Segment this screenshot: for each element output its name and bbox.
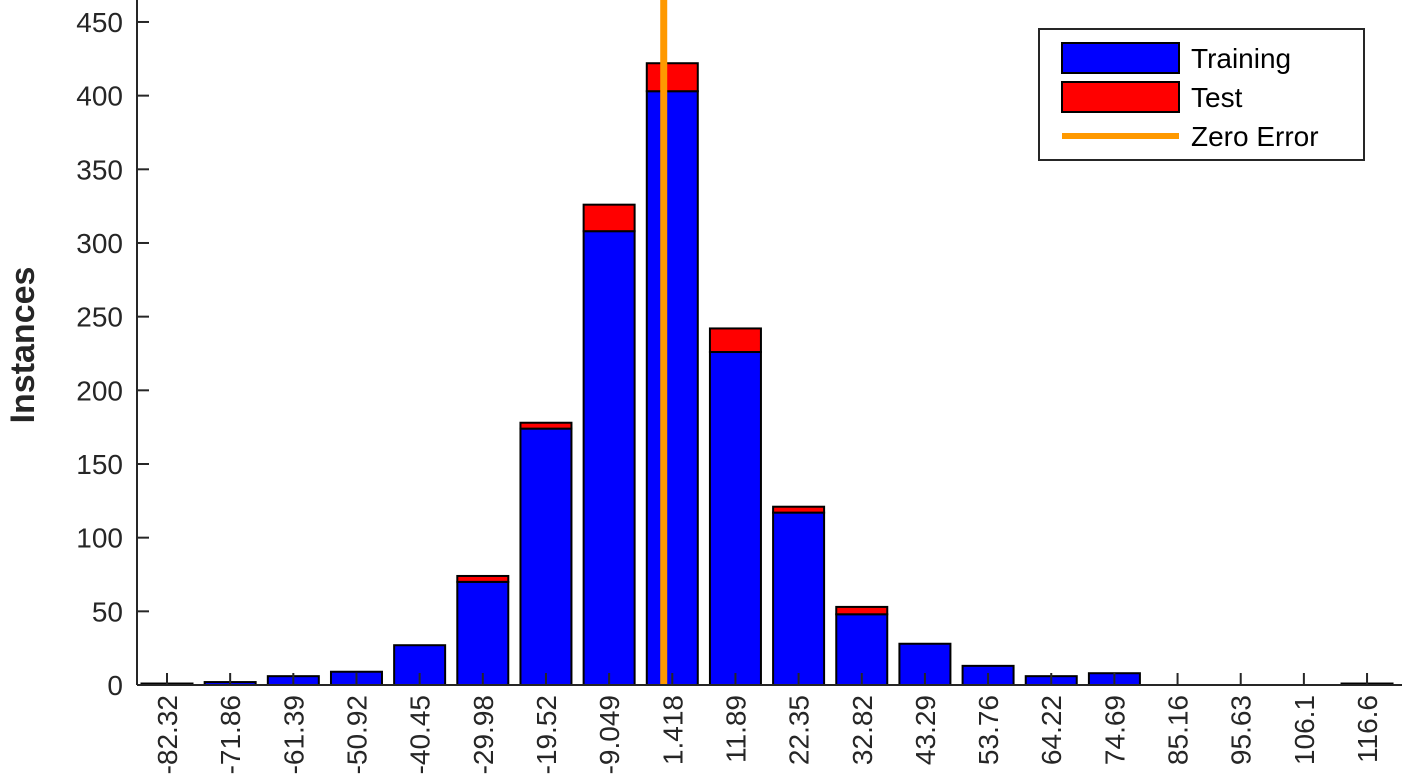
- x-tick-label: 85.16: [1163, 695, 1194, 765]
- bar-training: [645, 90, 699, 687]
- x-tick-label: -82.32: [152, 695, 183, 774]
- y-tick-label: 150: [76, 449, 123, 480]
- bar-training: [772, 511, 826, 686]
- legend-swatch-training: [1061, 42, 1180, 74]
- x-tick-label: 95.63: [1226, 695, 1257, 765]
- bar-training: [708, 351, 762, 686]
- bar-training: [456, 580, 510, 686]
- x-axis-ticks: -82.32 -71.86 -61.39 -50.92 -40.45 -29.98 -19.…: [152, 673, 1383, 774]
- x-tick-label: 11.89: [720, 695, 751, 763]
- x-tick-label: -40.45: [405, 695, 436, 774]
- y-tick-label: 400: [76, 81, 123, 112]
- bar-test: [456, 574, 510, 583]
- x-tick-label: 74.69: [1099, 695, 1130, 765]
- x-tick-label: 106.1: [1289, 695, 1320, 765]
- bar-test: [645, 62, 699, 93]
- y-tick-label: 350: [76, 154, 123, 185]
- legend-label-test: Test: [1191, 82, 1243, 113]
- x-tick-label: 32.82: [847, 695, 878, 765]
- x-tick-label: 1.418: [657, 695, 688, 765]
- y-tick-label: 300: [76, 228, 123, 259]
- legend: Training Test Zero Error: [1038, 28, 1365, 161]
- bar-test: [835, 605, 889, 616]
- x-tick-label: -61.39: [278, 695, 309, 774]
- bar-training: [519, 427, 573, 686]
- x-tick-label: -29.98: [468, 695, 499, 774]
- y-axis-title: Instances: [4, 267, 42, 424]
- x-tick-label: 116.6: [1352, 695, 1383, 763]
- x-tick-label: -9.049: [594, 695, 625, 774]
- bar-test: [772, 505, 826, 514]
- x-tick-label: -50.92: [341, 695, 372, 774]
- x-tick-label: 43.29: [910, 695, 941, 765]
- y-tick-label: 100: [76, 523, 123, 554]
- x-tick-label: -71.86: [215, 695, 246, 774]
- legend-label-training: Training: [1191, 43, 1291, 74]
- y-tick-label: 450: [76, 7, 123, 38]
- bar-test: [582, 203, 636, 233]
- x-tick-label: -19.52: [531, 695, 562, 774]
- bar-test: [519, 421, 573, 430]
- x-tick-label: 53.76: [973, 695, 1004, 765]
- y-tick-label: 0: [107, 670, 123, 701]
- bars-group: [140, 62, 1394, 687]
- bar-training: [582, 230, 636, 686]
- legend-label-zero-error: Zero Error: [1191, 121, 1319, 152]
- legend-swatch-test: [1061, 81, 1180, 113]
- y-axis-ticks: 0 50 100 150 200 250 300 350 400 450: [76, 7, 149, 701]
- x-tick-label: 64.22: [1036, 695, 1067, 765]
- y-tick-label: 200: [76, 375, 123, 406]
- y-tick-label: 50: [92, 596, 123, 627]
- bar-test: [708, 327, 762, 354]
- y-tick-label: 250: [76, 302, 123, 333]
- x-tick-label: 22.35: [784, 695, 815, 765]
